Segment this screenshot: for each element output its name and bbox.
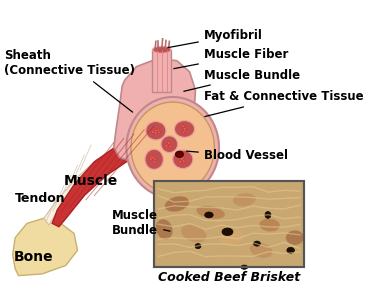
Ellipse shape [195, 243, 201, 249]
Ellipse shape [155, 219, 173, 239]
Ellipse shape [165, 145, 168, 147]
Ellipse shape [182, 157, 185, 160]
Text: Muscle
Bundle: Muscle Bundle [112, 209, 170, 237]
Ellipse shape [126, 97, 219, 198]
Ellipse shape [145, 149, 163, 169]
Ellipse shape [183, 128, 186, 131]
Text: Tendon: Tendon [15, 192, 66, 204]
Ellipse shape [153, 46, 171, 53]
Ellipse shape [183, 129, 186, 132]
Ellipse shape [161, 136, 178, 153]
Ellipse shape [250, 243, 273, 258]
Ellipse shape [222, 228, 233, 235]
Bar [154, 181, 304, 267]
Ellipse shape [265, 212, 271, 218]
Polygon shape [114, 58, 195, 162]
Ellipse shape [165, 143, 168, 146]
Polygon shape [13, 218, 77, 276]
Ellipse shape [286, 230, 304, 245]
Ellipse shape [154, 131, 157, 134]
Ellipse shape [182, 160, 185, 163]
Ellipse shape [167, 143, 170, 146]
Text: Fat & Connective Tissue: Fat & Connective Tissue [204, 91, 363, 117]
Ellipse shape [154, 129, 157, 132]
Ellipse shape [150, 155, 153, 158]
Text: Muscle: Muscle [64, 174, 118, 188]
Ellipse shape [173, 150, 193, 169]
Ellipse shape [157, 129, 160, 132]
Ellipse shape [176, 151, 183, 157]
Ellipse shape [152, 156, 155, 159]
Ellipse shape [179, 161, 182, 163]
Ellipse shape [287, 247, 295, 253]
Ellipse shape [153, 160, 156, 163]
Ellipse shape [180, 157, 183, 160]
Ellipse shape [254, 241, 260, 246]
Ellipse shape [174, 121, 195, 138]
Ellipse shape [182, 125, 185, 128]
Ellipse shape [219, 230, 244, 246]
Ellipse shape [232, 193, 256, 207]
Text: Muscle Bundle: Muscle Bundle [184, 68, 300, 91]
Bar [154, 181, 304, 267]
Ellipse shape [183, 127, 186, 130]
Ellipse shape [146, 122, 166, 140]
Text: Myofibril: Myofibril [168, 29, 263, 48]
Ellipse shape [182, 131, 185, 134]
Ellipse shape [167, 142, 170, 145]
Text: Cooked Beef Brisket: Cooked Beef Brisket [158, 271, 300, 284]
Ellipse shape [241, 265, 248, 269]
Ellipse shape [169, 145, 172, 148]
Polygon shape [52, 122, 184, 227]
Text: Muscle Fiber: Muscle Fiber [174, 49, 288, 69]
Ellipse shape [205, 212, 213, 218]
Ellipse shape [196, 206, 225, 219]
Ellipse shape [150, 157, 153, 160]
Ellipse shape [180, 159, 183, 162]
Ellipse shape [181, 224, 207, 243]
Text: Sheath
(Connective Tissue): Sheath (Connective Tissue) [4, 49, 135, 112]
Ellipse shape [164, 196, 189, 212]
Ellipse shape [131, 102, 214, 193]
Bar [153, 50, 171, 92]
Ellipse shape [259, 218, 280, 232]
Ellipse shape [151, 130, 154, 133]
Text: Bone: Bone [14, 250, 54, 264]
Ellipse shape [157, 131, 160, 134]
Ellipse shape [153, 157, 156, 161]
Polygon shape [44, 156, 108, 225]
Text: Blood Vessel: Blood Vessel [186, 150, 288, 162]
